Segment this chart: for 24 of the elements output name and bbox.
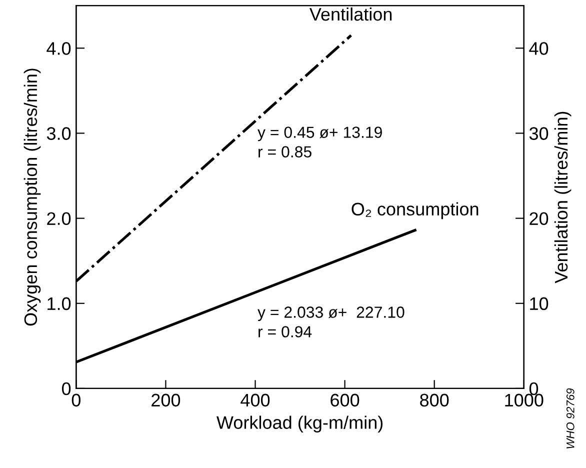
y-tick-label: 3.0 [46, 127, 71, 140]
series-label: Ventilation [309, 7, 392, 21]
x-tick-label: 400 [240, 394, 270, 407]
x-tick-label: 800 [420, 394, 449, 407]
x-tick-label: 600 [330, 394, 360, 407]
text: WHO 92769 [566, 388, 574, 448]
y-tick-label: 1.0 [48, 297, 71, 310]
series-label: O₂ consumption [352, 202, 478, 220]
y-tick-label: 4.0 [46, 42, 71, 55]
x-tick-label: 1000 [505, 394, 544, 407]
x-tick-label: 200 [152, 394, 180, 407]
y-axis-title: Oxygen consumption (litres/min) [24, 68, 41, 326]
y-tick-label: 2.0 [47, 212, 71, 226]
y-tick-label: 0 [62, 382, 71, 396]
y2-tick-label: 30 [529, 127, 548, 140]
y2-tick-label: 0 [529, 382, 538, 396]
y2-axis-title: Ventilation (litres/min) [554, 112, 572, 284]
y2-tick-label: 40 [529, 42, 548, 55]
x-tick-label: 0 [72, 394, 80, 407]
y2-tick-label: 10 [530, 297, 548, 310]
annotation: y = 0.45 ø+ 13.19 r = 0.85 [258, 126, 382, 158]
x-axis-title: Workload (kg-m/min) [216, 416, 383, 433]
y2-tick-label: 20 [530, 212, 548, 226]
annotation: y = 2.033 ø+ 227.10 r = 0.94 [258, 306, 404, 338]
